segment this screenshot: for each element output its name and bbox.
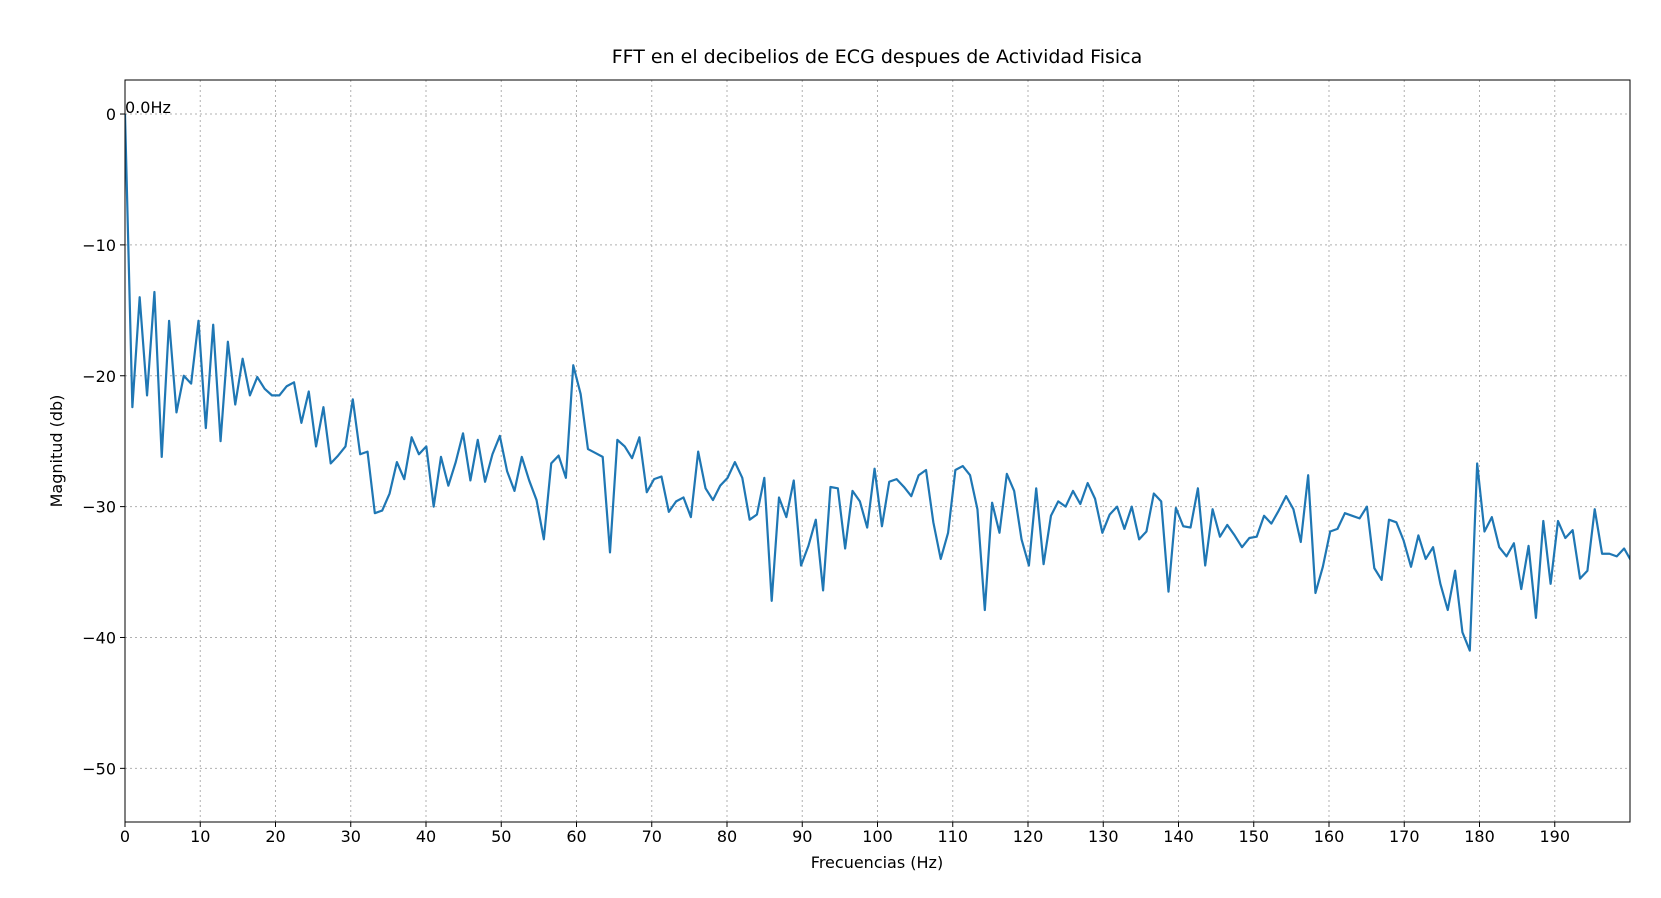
x-tick-label: 40 [416,827,436,846]
x-tick-label: 100 [862,827,893,846]
x-tick-label: 120 [1013,827,1044,846]
data-line [125,113,1630,652]
y-tick-label: −40 [82,628,116,647]
x-tick-label: 30 [341,827,361,846]
x-tick-label: 150 [1238,827,1269,846]
y-axis-label: Magnitud (db) [47,395,66,508]
x-tick-label: 70 [642,827,662,846]
y-tick-label: −50 [82,759,116,778]
y-tick-label: −10 [82,236,116,255]
x-tick-label: 0 [120,827,130,846]
x-tick-label: 140 [1163,827,1194,846]
y-tick-label: 0 [106,105,116,124]
plot-frame [124,79,1631,823]
plot-area [125,113,1630,652]
y-tick-label: −20 [82,367,116,386]
y-tick-label: −30 [82,498,116,517]
x-tick-label: 20 [265,827,285,846]
x-tick-label: 10 [190,827,210,846]
x-tick-label: 60 [566,827,586,846]
x-tick-label: 180 [1464,827,1495,846]
annotation: 0.0Hz [125,98,171,117]
x-tick-label: 130 [1088,827,1119,846]
x-tick-label: 190 [1539,827,1570,846]
x-tick-label: 80 [717,827,737,846]
x-tick-label: 170 [1389,827,1420,846]
x-tick-label: 50 [491,827,511,846]
chart-title: FFT en el decibelios de ECG despues de A… [612,46,1143,68]
x-tick-label: 90 [792,827,812,846]
x-axis-label: Frecuencias (Hz) [811,853,943,872]
x-tick-label: 110 [937,827,968,846]
x-tick-label: 160 [1314,827,1345,846]
